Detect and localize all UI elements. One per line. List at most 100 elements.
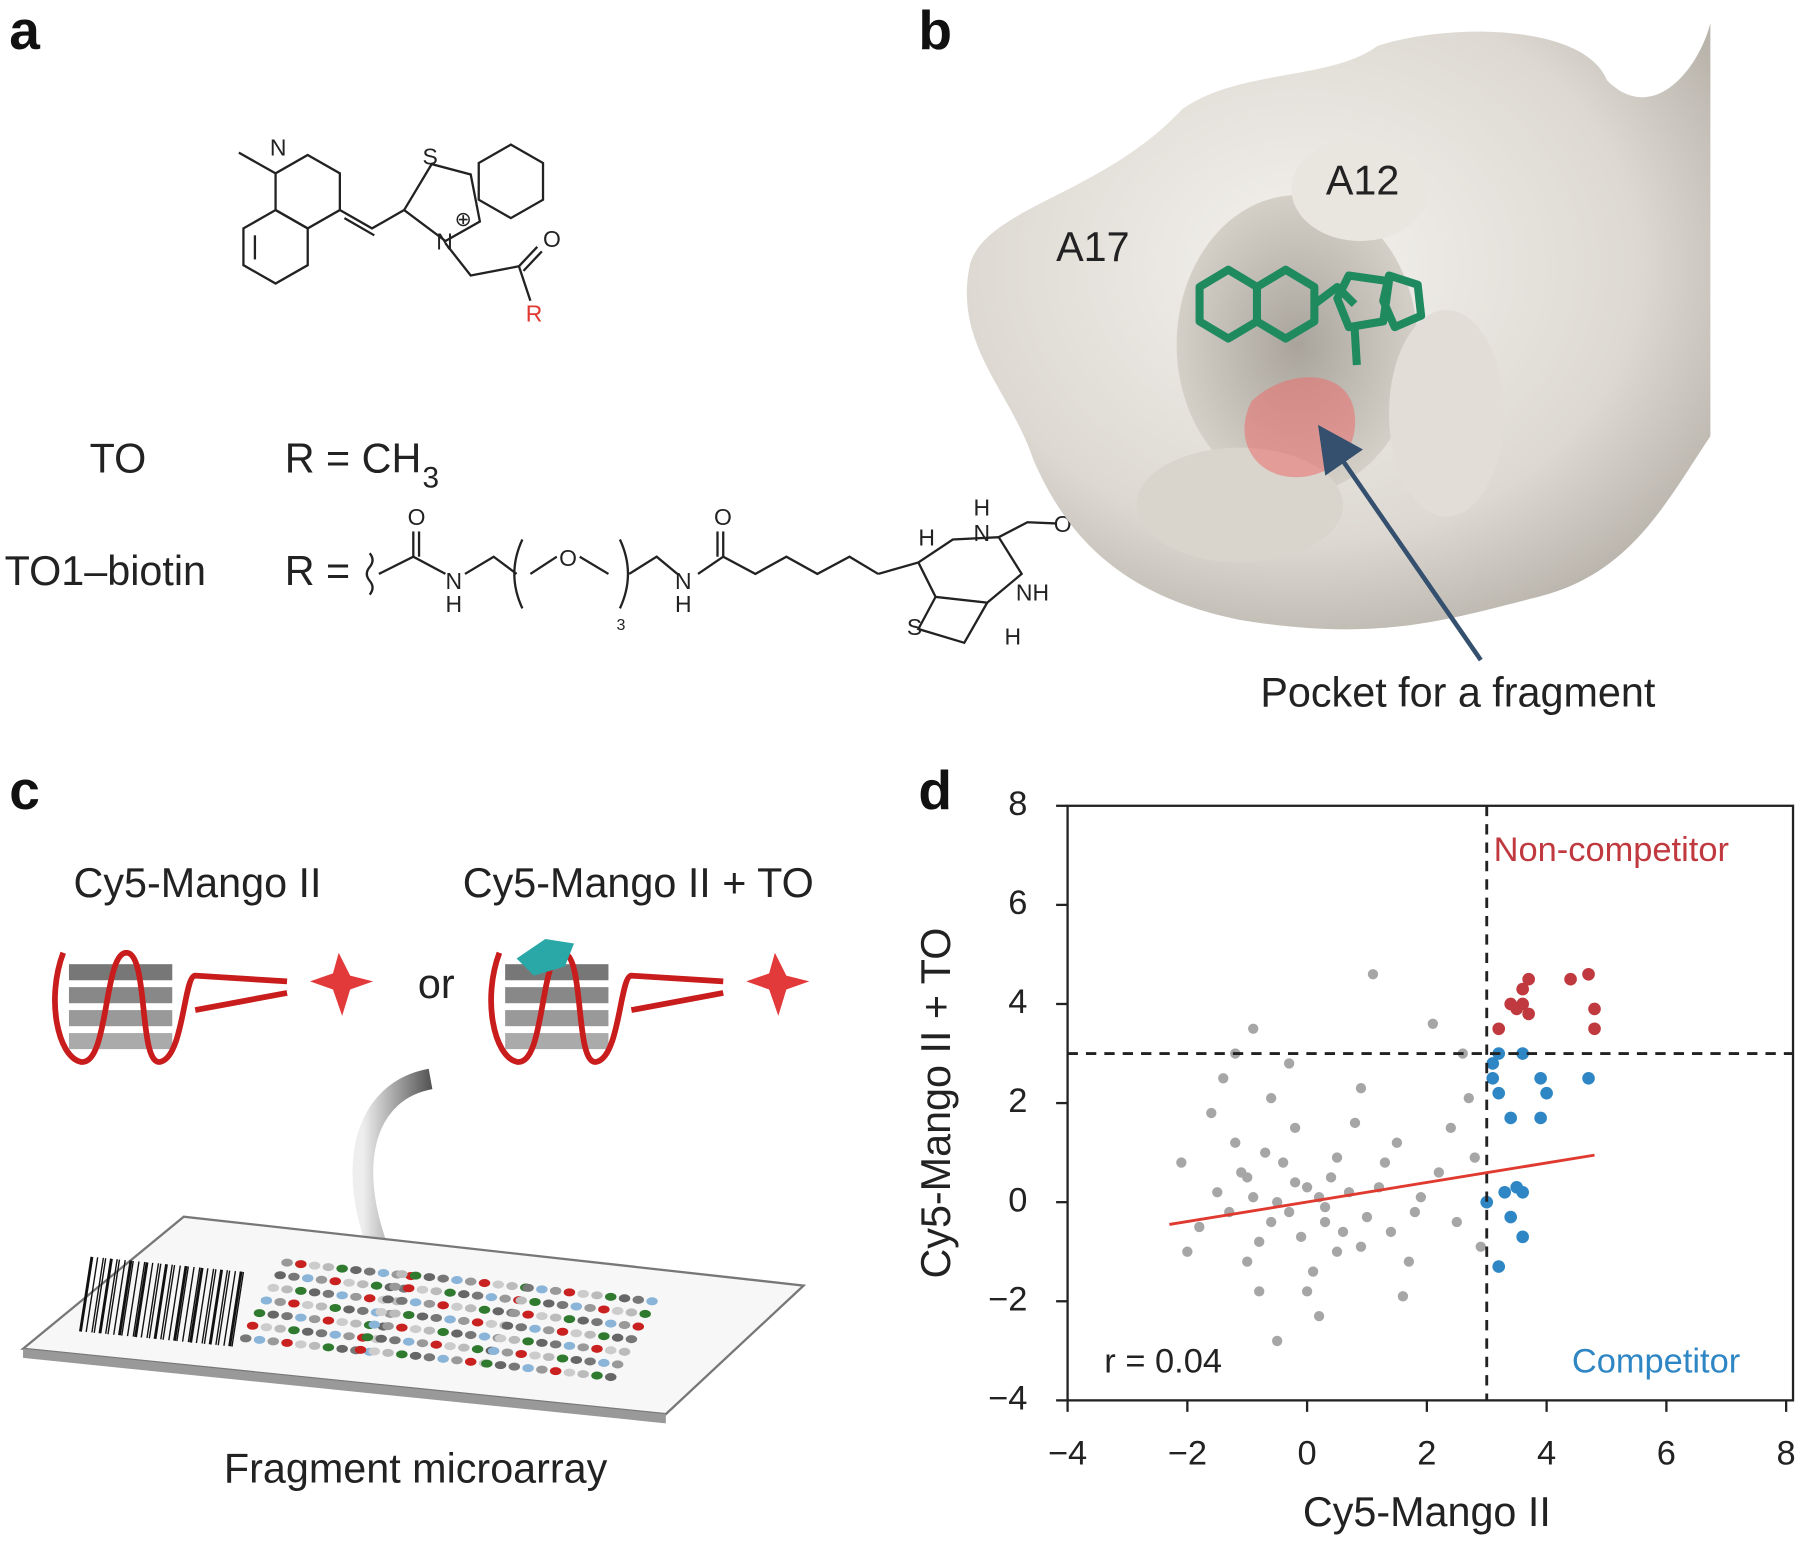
- scatter-point: [1319, 1201, 1331, 1213]
- spot: [308, 1261, 321, 1270]
- spot: [437, 1301, 449, 1310]
- scatter-point: [1331, 1152, 1343, 1163]
- spot: [416, 1285, 429, 1294]
- row-name: TO: [90, 435, 147, 481]
- spot: [458, 1343, 470, 1352]
- scatter-point: [1379, 1157, 1391, 1168]
- spot: [382, 1322, 394, 1331]
- spot: [618, 1321, 631, 1330]
- spot: [375, 1307, 387, 1317]
- scatter-point: [1254, 1286, 1265, 1297]
- spot: [485, 1293, 498, 1302]
- spot: [409, 1351, 422, 1360]
- scatter-point: [1271, 1335, 1283, 1347]
- spot: [458, 1290, 470, 1299]
- spot: [471, 1291, 484, 1300]
- rna-cartoon: [488, 938, 810, 1065]
- spot: [522, 1310, 534, 1319]
- y-tick-label: 2: [1008, 1082, 1027, 1120]
- spot: [458, 1316, 470, 1325]
- scatter-point: [1480, 1195, 1494, 1209]
- scatter-point: [1289, 1122, 1301, 1134]
- scatter-point: [1289, 1177, 1301, 1188]
- scatter-point: [1504, 1210, 1518, 1224]
- scatter-point: [1522, 972, 1535, 986]
- spot: [611, 1306, 624, 1315]
- scatter-point: [1486, 1057, 1500, 1070]
- spot: [464, 1304, 477, 1313]
- barcode-bar: [105, 1259, 118, 1334]
- spot: [556, 1354, 569, 1363]
- panel-label: a: [9, 0, 40, 61]
- barcode-bar: [168, 1265, 181, 1341]
- panel-a: a N S N ⊕ O R TO R = CH 3 TO1–biotin R =…: [5, 0, 1072, 649]
- scatter-point: [1475, 1241, 1486, 1252]
- ligand: [1195, 265, 1426, 366]
- barcode-bar: [162, 1265, 176, 1340]
- scatter-point: [1534, 1111, 1547, 1125]
- spot: [549, 1286, 562, 1295]
- scatter-point: [1492, 1022, 1506, 1036]
- spot: [396, 1323, 408, 1332]
- spot: [377, 1269, 390, 1278]
- scatter-point: [1176, 1157, 1187, 1168]
- spot: [370, 1281, 383, 1290]
- spot: [515, 1323, 527, 1332]
- spot: [591, 1291, 603, 1300]
- spot: [478, 1305, 491, 1314]
- spot: [430, 1340, 443, 1349]
- flow-arrow: [352, 1068, 433, 1255]
- spot: [478, 1279, 491, 1288]
- spot: [368, 1347, 381, 1356]
- spot: [611, 1360, 624, 1369]
- x-tick-label: 8: [1777, 1435, 1796, 1473]
- spot: [409, 1298, 422, 1307]
- barcode-bar: [189, 1267, 204, 1343]
- spot: [501, 1348, 514, 1357]
- scatter-point: [1277, 1157, 1289, 1168]
- scatter-point: [1236, 1167, 1247, 1178]
- atom: S: [907, 614, 922, 640]
- spot: [577, 1343, 589, 1352]
- spot: [239, 1334, 252, 1343]
- spot: [536, 1312, 548, 1321]
- spot: [522, 1364, 534, 1373]
- callout-arrow: [1318, 424, 1483, 662]
- surface-lobe: [1291, 137, 1430, 242]
- spot: [274, 1297, 286, 1307]
- scatter-point: [1361, 1211, 1373, 1223]
- spot: [598, 1332, 610, 1341]
- spot: [451, 1302, 463, 1311]
- formula: R = CH: [285, 435, 422, 481]
- spot: [605, 1292, 617, 1301]
- spot: [625, 1335, 638, 1344]
- barcode-bar: [79, 1256, 94, 1332]
- plot-frame: [1066, 804, 1795, 1402]
- spot: [605, 1319, 617, 1328]
- scatter-point: [1522, 1007, 1535, 1021]
- spot: [396, 1350, 408, 1359]
- spot: [402, 1284, 415, 1293]
- scatter-point: [1492, 1260, 1506, 1273]
- spot: [618, 1294, 631, 1303]
- spot: [506, 1282, 518, 1291]
- spot: [430, 1313, 443, 1322]
- scatter-point: [1391, 1137, 1403, 1148]
- atom: H: [973, 495, 990, 521]
- barcode-bar: [146, 1263, 160, 1339]
- spot: [570, 1302, 583, 1311]
- spot: [515, 1296, 527, 1305]
- spot: [363, 1267, 376, 1276]
- spot: [501, 1321, 514, 1330]
- scatter-point: [1182, 1246, 1193, 1257]
- scatter-point: [1230, 1137, 1241, 1148]
- spot: [492, 1307, 504, 1316]
- spot: [336, 1344, 348, 1353]
- scatter-point: [1248, 1192, 1259, 1203]
- spot: [382, 1295, 394, 1304]
- spot: [308, 1341, 321, 1350]
- barcode-bar: [160, 1264, 173, 1340]
- atom: N: [436, 228, 453, 254]
- barcode-bar: [91, 1257, 105, 1333]
- atom: N: [445, 568, 462, 594]
